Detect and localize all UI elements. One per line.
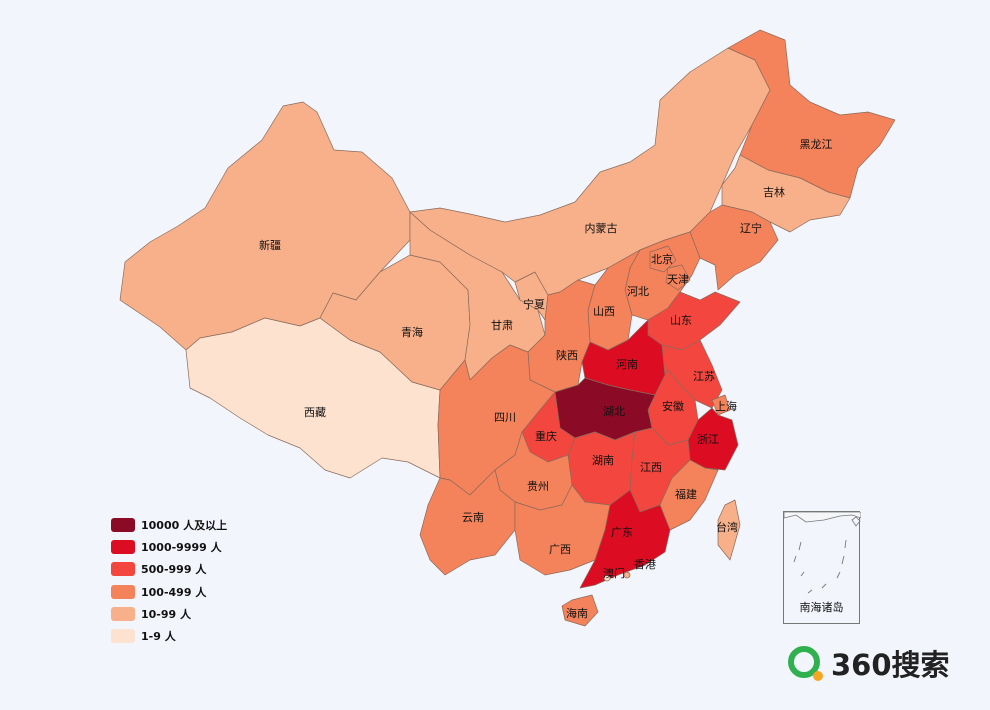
province-heilongjiang[interactable] xyxy=(727,29,896,199)
legend-swatch xyxy=(111,584,135,599)
label-hainan: 海南 xyxy=(566,607,588,620)
legend-item[interactable]: 10-99 人 xyxy=(111,603,227,625)
legend-item[interactable]: 1000-9999 人 xyxy=(111,536,227,558)
label-xinjiang: 新疆 xyxy=(259,239,281,252)
label-neimenggu: 内蒙古 xyxy=(584,222,618,235)
label-xizang: 西藏 xyxy=(304,406,326,419)
label-jilin: 吉林 xyxy=(763,186,785,199)
label-tianjin: 天津 xyxy=(667,273,689,286)
brand-text: 360搜索 xyxy=(831,648,950,682)
legend-swatch xyxy=(111,606,135,621)
legend-label: 10000 人及以上 xyxy=(141,519,228,533)
province-hainan[interactable] xyxy=(561,594,599,627)
legend-swatch xyxy=(111,540,135,555)
south-china-sea-inset: 南海诸岛 xyxy=(783,511,861,624)
label-sichuan: 四川 xyxy=(494,411,516,424)
label-chongqing: 重庆 xyxy=(535,430,557,443)
label-anhui: 安徽 xyxy=(662,400,684,413)
label-taiwan: 台湾 xyxy=(716,521,738,534)
label-shaanxi: 陕西 xyxy=(556,349,578,362)
legend-item[interactable]: 100-499 人 xyxy=(111,581,227,603)
province-yunnan[interactable] xyxy=(419,469,516,576)
inset-label: 南海诸岛 xyxy=(799,601,844,614)
province-beijing[interactable] xyxy=(649,245,677,273)
label-zhejiang: 浙江 xyxy=(697,433,719,446)
legend-item[interactable]: 10000 人及以上 xyxy=(111,514,227,536)
label-macau: 澳门 xyxy=(603,567,625,580)
province-fujian[interactable] xyxy=(659,459,719,531)
label-heilongjiang: 黑龙江 xyxy=(799,138,833,151)
legend-item[interactable]: 500-999 人 xyxy=(111,558,227,580)
label-gansu: 甘肃 xyxy=(491,319,513,332)
label-shanxi: 山西 xyxy=(593,305,615,318)
label-guangxi: 广西 xyxy=(549,543,571,556)
province-guangdong[interactable] xyxy=(579,489,671,589)
magnifier-logo-icon xyxy=(788,646,823,681)
label-beijing: 北京 xyxy=(651,253,673,266)
label-henan: 河南 xyxy=(616,358,638,371)
province-hongkong[interactable] xyxy=(623,571,631,579)
label-shandong: 山东 xyxy=(670,314,692,327)
label-yunnan: 云南 xyxy=(462,511,484,524)
province-shaanxi[interactable] xyxy=(527,279,596,393)
label-hongkong: 香港 xyxy=(634,558,656,571)
label-qinghai: 青海 xyxy=(401,326,423,339)
brand-logo: 360搜索 xyxy=(785,642,950,684)
province-macau[interactable] xyxy=(603,574,611,582)
legend-label: 500-999 人 xyxy=(141,563,207,577)
province-neimenggu[interactable] xyxy=(409,47,771,296)
province-shanghai[interactable] xyxy=(711,394,731,416)
inset-islands xyxy=(784,512,861,594)
legend-label: 100-499 人 xyxy=(141,585,207,599)
label-fujian: 福建 xyxy=(675,488,697,501)
label-shanghai: 上海 xyxy=(715,400,737,413)
legend-label: 10-99 人 xyxy=(141,607,192,621)
label-guangdong: 广东 xyxy=(611,526,633,539)
label-jiangsu: 江苏 xyxy=(693,370,715,383)
legend-label: 1-9 人 xyxy=(141,630,176,644)
legend-label: 1000-9999 人 xyxy=(141,541,222,555)
label-hunan: 湖南 xyxy=(592,454,614,467)
legend-item[interactable]: 1-9 人 xyxy=(111,625,227,647)
legend-swatch xyxy=(111,562,135,577)
label-jiangxi: 江西 xyxy=(640,461,662,474)
legend: 10000 人及以上 1000-9999 人 500-999 人 100-499… xyxy=(111,514,227,647)
legend-swatch xyxy=(111,629,135,644)
label-liaoning: 辽宁 xyxy=(740,222,762,235)
label-hebei: 河北 xyxy=(627,285,649,298)
legend-swatch xyxy=(111,518,135,533)
label-ningxia: 宁夏 xyxy=(523,298,545,311)
label-guizhou: 贵州 xyxy=(527,480,549,493)
province-taiwan[interactable] xyxy=(717,499,741,561)
label-hubei: 湖北 xyxy=(603,405,625,418)
province-tianjin[interactable] xyxy=(665,264,691,291)
